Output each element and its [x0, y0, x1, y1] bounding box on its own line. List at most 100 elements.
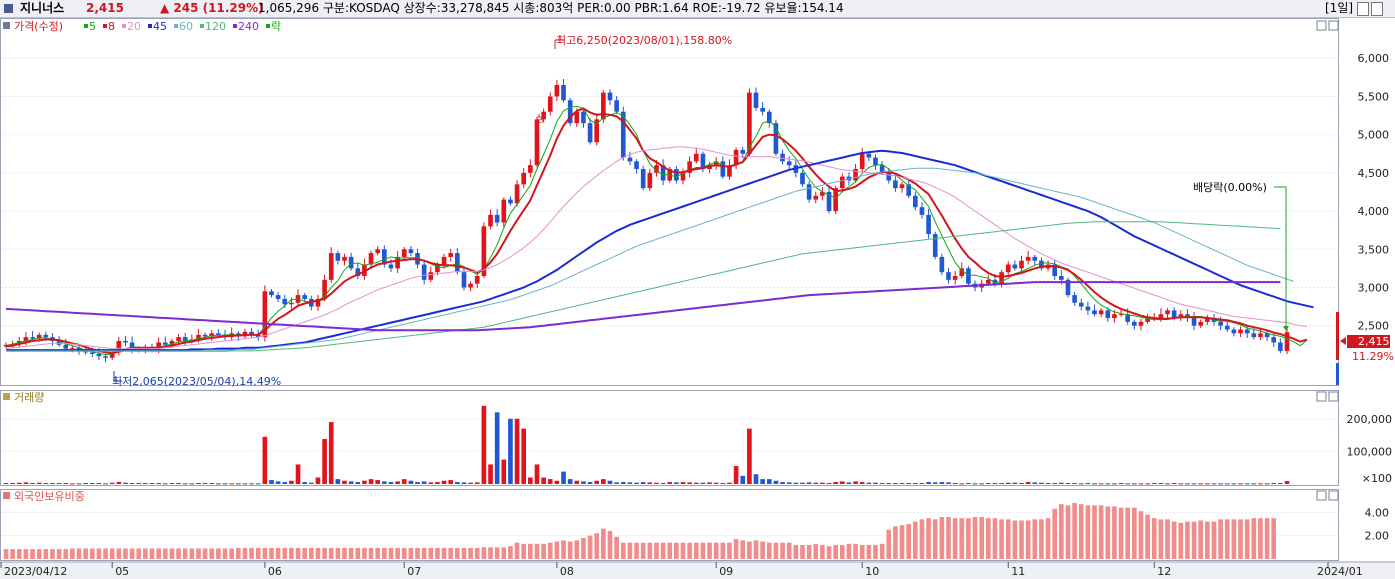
volume-bar [209, 483, 215, 485]
foreign-bar [1264, 518, 1270, 559]
pane-restore-icon[interactable] [1316, 20, 1327, 31]
candle-body [1205, 318, 1210, 322]
volume-bar [766, 479, 772, 484]
volume-close-icon[interactable] [1328, 391, 1339, 402]
foreign-bar [96, 548, 102, 559]
foreign-bar [1098, 505, 1104, 559]
candle-body [514, 184, 520, 204]
candle-body [474, 276, 480, 284]
date-tick-label: 2024/01 [1317, 565, 1363, 578]
foreign-bar [328, 547, 334, 559]
candle-body [129, 342, 135, 349]
legend-ma-120[interactable]: 120 [205, 20, 226, 33]
foreign-bar [508, 546, 513, 559]
stock-chart[interactable]: 6,000 5,500 5,000 4,500 4,000 3,500 3,000 2,500… [0, 18, 1395, 579]
volume-bar [89, 483, 95, 485]
foreign-close-icon[interactable] [1328, 490, 1339, 501]
foreign-bar [999, 519, 1004, 559]
foreign-bar [229, 548, 234, 559]
window-close-icon[interactable] [1371, 2, 1383, 16]
volume-bar [109, 482, 115, 484]
volume-bar [196, 483, 201, 485]
high-annotation: 최고6,250(2023/08/01),158.80% [556, 34, 732, 47]
volume-bar [289, 480, 294, 484]
volume-bar [355, 482, 361, 484]
foreign-bar [554, 541, 560, 559]
volume-bar [3, 483, 9, 485]
price-tick-label: 4,000 [1358, 205, 1390, 218]
candle-body [926, 214, 931, 234]
volume-bar [839, 481, 845, 484]
legend-ma-45[interactable]: 45 [153, 20, 167, 33]
foreign-bar [362, 547, 367, 559]
legend-ma-240[interactable]: 240 [238, 20, 259, 33]
candle-body [455, 253, 460, 273]
foreign-bar [1125, 507, 1131, 559]
foreign-bar [594, 533, 600, 559]
foreign-bar [786, 542, 792, 559]
candle-body [853, 169, 858, 181]
candle-body [886, 172, 892, 181]
volume-bar [96, 483, 102, 485]
volume-bar [1271, 483, 1277, 485]
candle-body [348, 256, 354, 269]
mini-range-bar-down [1336, 363, 1339, 385]
legend-ma-20[interactable]: 20 [127, 20, 141, 33]
volume-bar [282, 482, 288, 484]
foreign-bar [514, 542, 520, 559]
candle-body [720, 161, 726, 177]
candle-body [647, 172, 653, 189]
foreign-bar [123, 548, 128, 559]
volume-tick-label: 200,000 [1347, 413, 1393, 426]
candle-body [620, 111, 626, 158]
volume-bar [335, 479, 341, 484]
candle-body [654, 165, 659, 173]
volume-bar [36, 482, 42, 484]
period-selector[interactable]: [1일] [1325, 1, 1354, 15]
foreign-bar [674, 542, 679, 559]
foreign-bar [1224, 519, 1230, 559]
chart-menu-icon[interactable] [4, 4, 13, 13]
stock-info: 1,065,296 구분:KOSDAQ 상장수:33,278,845 시총:80… [258, 1, 844, 15]
volume-bar [992, 483, 998, 485]
foreign-bar [474, 547, 480, 559]
window-restore-icon[interactable] [1357, 2, 1369, 16]
legend-price-label[interactable]: 가격(수정) [14, 20, 63, 33]
volume-bar [1258, 483, 1263, 485]
candle-body [1005, 264, 1011, 273]
legend-ma-5[interactable]: 5 [89, 20, 96, 33]
foreign-bar [766, 542, 772, 559]
volume-bar [1045, 483, 1051, 485]
volume-bar [567, 479, 573, 484]
candle-body [262, 291, 268, 338]
foreign-bar [1231, 519, 1237, 559]
foreign-bar [627, 542, 633, 559]
foreign-bar [859, 545, 865, 559]
volume-bar [660, 483, 666, 485]
volume-bar [952, 483, 958, 485]
foreign-bar [893, 526, 898, 559]
pane-close-icon[interactable] [1328, 20, 1339, 31]
foreign-pane [0, 489, 1339, 561]
legend-ma-8[interactable]: 8 [108, 20, 115, 33]
date-tick-label: 11 [1011, 565, 1025, 578]
candle-body [461, 272, 467, 288]
volume-bar [893, 483, 898, 485]
legend-ma-60[interactable]: 60 [179, 20, 193, 33]
foreign-restore-icon[interactable] [1316, 490, 1327, 501]
foreign-bar [501, 547, 507, 559]
volume-bar [182, 483, 188, 485]
candle-body [468, 283, 473, 288]
candle-body [740, 149, 746, 154]
candle-body [1112, 314, 1117, 319]
candle-body [932, 233, 938, 257]
candle-body [1238, 329, 1243, 334]
volume-bar [1205, 483, 1210, 485]
foreign-bar [196, 548, 201, 559]
volume-bar [216, 483, 221, 485]
volume-bar [129, 483, 135, 485]
volume-restore-icon[interactable] [1316, 391, 1327, 402]
price-tick-label: 5,000 [1358, 129, 1390, 142]
volume-bar [561, 471, 566, 484]
candle-body [574, 111, 580, 124]
